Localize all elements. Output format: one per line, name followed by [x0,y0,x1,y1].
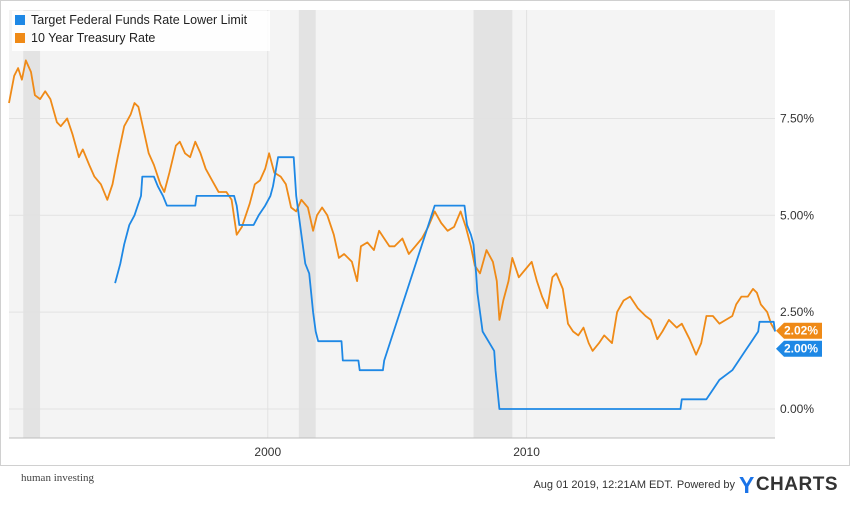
legend-label: 10 Year Treasury Rate [31,31,155,45]
legend-swatch [15,33,25,43]
legend-label: Target Federal Funds Rate Lower Limit [31,13,248,27]
legend-swatch [15,15,25,25]
ycharts-logo[interactable]: Y CHARTS [739,472,838,499]
legend: Target Federal Funds Rate Lower Limit 10 … [12,11,270,51]
end-value-flag: 2.02% [776,322,822,339]
series-line [114,156,776,410]
brand-tagline: human investing [21,472,95,484]
recession-band [298,10,316,438]
ycharts-logo-y: Y [738,471,755,498]
end-value-flag-bg [776,340,822,357]
recession-band [473,10,513,438]
powered-by: Powered by [676,479,735,491]
legend-box [12,11,270,51]
footer-credits: Aug 01 2019, 12:21AM EDT. Powered by Y C… [533,472,838,499]
end-value-label: 2.00% [784,342,818,356]
series-line [8,59,776,356]
end-value-label: 2.02% [784,324,818,338]
recession-band [23,10,41,438]
ycharts-logo-text: CHARTS [755,474,838,495]
timestamp: Aug 01 2019, 12:21AM EDT. [533,479,673,491]
y-tick-label: 2.50% [780,305,814,319]
end-value-flag-bg [776,322,822,339]
y-tick-label: 5.00% [780,208,814,222]
x-tick-label: 2010 [513,445,540,459]
x-tick-label: 2000 [254,445,281,459]
y-tick-label: 7.50% [780,111,814,125]
y-tick-label: 0.00% [780,402,814,416]
plot-area [9,10,775,438]
end-value-flag: 2.00% [776,340,822,357]
